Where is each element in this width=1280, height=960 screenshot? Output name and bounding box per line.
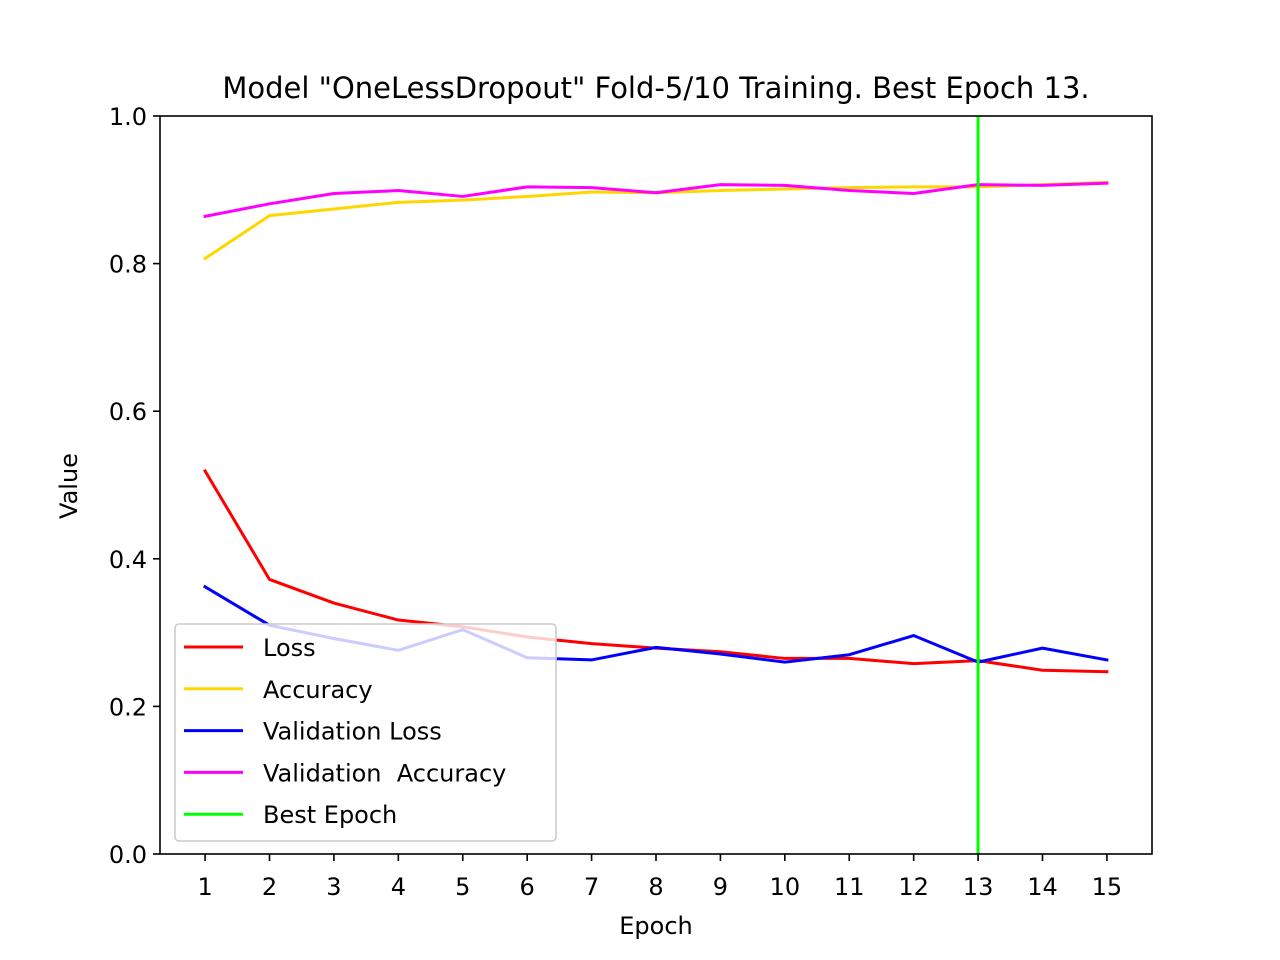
- x-tick-label: 11: [834, 873, 865, 901]
- x-tick-label: 4: [391, 873, 406, 901]
- x-tick-label: 7: [584, 873, 599, 901]
- x-tick-label: 5: [455, 873, 470, 901]
- y-tick-label: 0.0: [109, 841, 147, 869]
- y-tick-label: 1.0: [109, 103, 147, 131]
- legend-box: [174, 623, 557, 842]
- x-tick-label: 12: [898, 873, 929, 901]
- legend: Loss Accuracy Validation Loss Validation Ac…: [174, 623, 557, 842]
- y-axis-label: Value: [55, 453, 83, 519]
- x-tick-label: 6: [520, 873, 535, 901]
- legend-label: Validation Loss: [263, 718, 442, 746]
- x-tick-label: 8: [648, 873, 663, 901]
- legend-label: Best Epoch: [263, 801, 397, 829]
- x-tick-label: 1: [197, 873, 212, 901]
- x-tick-label: 13: [963, 873, 994, 901]
- legend-label: Accuracy: [263, 676, 373, 704]
- axes: 1 2 3 4 5 6 7 8 9 10 11 12 13 14 150.00.20.40.60.81.0: [109, 103, 1153, 901]
- legend-label: Loss: [263, 634, 316, 662]
- x-tick-label: 3: [326, 873, 341, 901]
- chart-title: Model "OneLessDropout" Fold-5/10 Trainin…: [222, 71, 1089, 105]
- y-tick-label: 0.6: [109, 398, 147, 426]
- x-axis-label: Epoch: [619, 912, 693, 940]
- x-tick-label: 2: [262, 873, 277, 901]
- y-tick-label: 0.2: [109, 693, 147, 721]
- x-tick-label: 10: [770, 873, 801, 901]
- x-tick-label: 9: [713, 873, 728, 901]
- series-line-4: [203, 181, 1109, 219]
- x-tick-label: 14: [1027, 873, 1058, 901]
- legend-label: Validation Accuracy: [263, 759, 506, 787]
- y-tick-label: 0.8: [109, 251, 147, 279]
- y-tick-label: 0.4: [109, 546, 147, 574]
- x-tick-label: 15: [1092, 873, 1123, 901]
